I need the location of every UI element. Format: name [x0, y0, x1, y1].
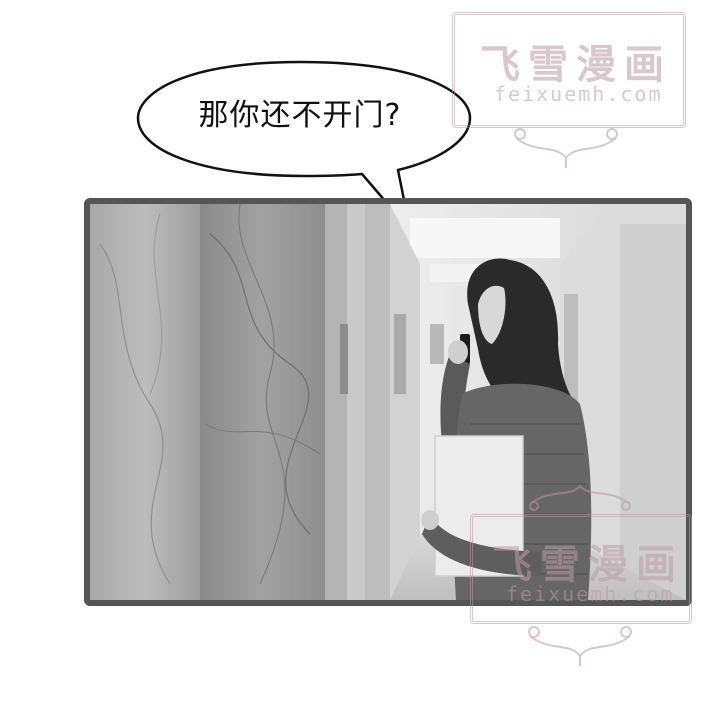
- speech-bubble-text: 那你还不开门?: [198, 98, 402, 133]
- watermark-title: 飞雪漫画: [480, 42, 672, 88]
- ornament-icon: [528, 626, 632, 666]
- watermark-url: feixuemh.com: [494, 82, 663, 106]
- watermark-top: 飞雪漫画 feixuemh.com: [452, 12, 686, 170]
- ornament-icon: [529, 484, 631, 511]
- watermark-title: 飞雪漫画: [492, 542, 684, 588]
- scene-illustration: [90, 204, 686, 600]
- watermark-bottom: 飞雪漫画 feixuemh.com: [470, 482, 692, 672]
- watermark-url: feixuemh.com: [506, 582, 675, 606]
- ornament-icon: [514, 128, 618, 168]
- comic-panel: [84, 198, 692, 606]
- watermark-frame: [452, 12, 686, 128]
- watermark-frame: [470, 514, 692, 624]
